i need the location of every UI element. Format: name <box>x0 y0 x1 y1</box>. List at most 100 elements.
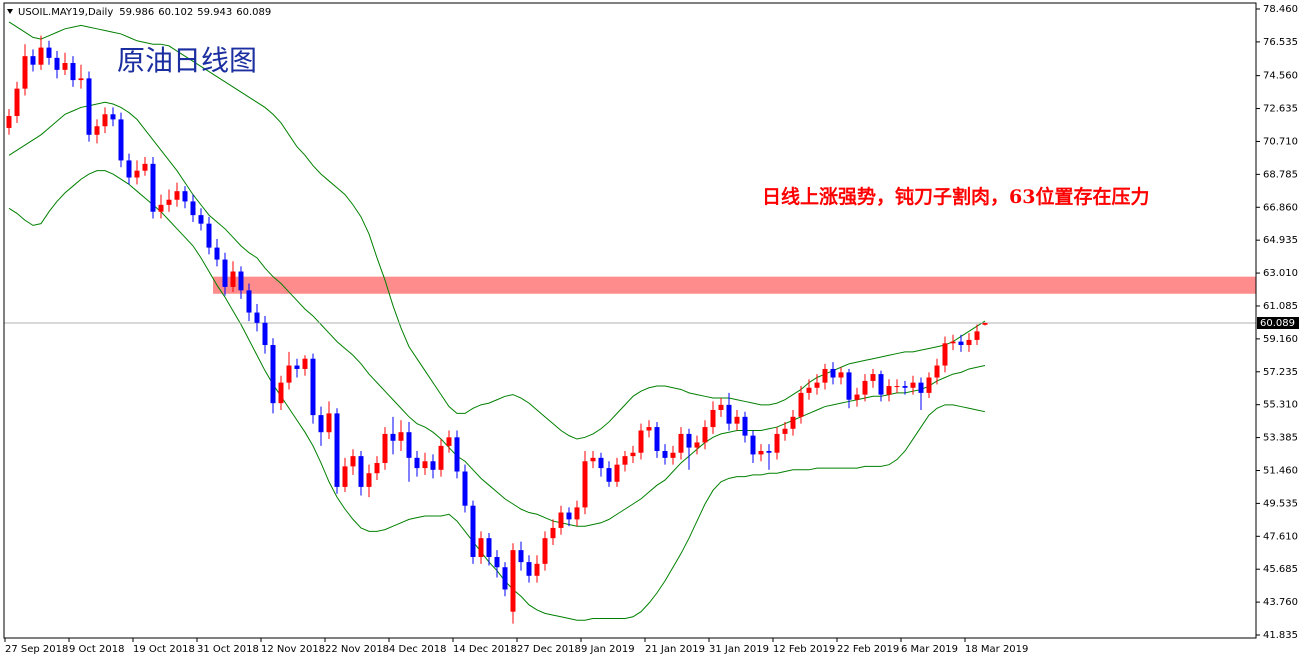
candle-body <box>278 382 284 404</box>
candle-body <box>366 473 372 487</box>
candle-body <box>206 223 212 248</box>
candle-body <box>702 427 708 443</box>
candle-body <box>494 556 500 568</box>
x-tick-label: 14 Dec 2018 <box>453 644 517 655</box>
y-tick-label: 68.785 <box>1263 169 1298 180</box>
candle-body <box>598 457 604 469</box>
candle-body <box>766 451 772 453</box>
x-tick-label: 12 Nov 2018 <box>261 644 325 655</box>
candle-body <box>390 433 396 441</box>
candle-body <box>870 374 876 381</box>
y-tick-label: 70.710 <box>1263 136 1298 147</box>
candle-body <box>966 339 972 346</box>
candle-body <box>166 199 172 205</box>
candle-body <box>742 416 748 436</box>
candle-body <box>758 451 764 455</box>
candle-body <box>558 512 564 528</box>
candle-body <box>670 452 676 458</box>
candle-body <box>54 57 60 70</box>
candle-body <box>438 445 444 470</box>
candle-body <box>134 170 140 178</box>
candle-body <box>718 404 724 410</box>
candle-body <box>638 430 644 453</box>
candle-body <box>398 432 404 441</box>
symbol: USOIL.MAY19,Daily <box>18 7 113 18</box>
x-tick-label: 19 Oct 2018 <box>133 644 195 655</box>
chart-title: 原油日线图 <box>117 44 257 77</box>
candle-body <box>142 163 148 171</box>
candle-body <box>526 562 532 576</box>
candle-body <box>374 462 380 474</box>
candle-body <box>902 386 908 388</box>
y-tick-label: 66.860 <box>1263 202 1298 213</box>
candle-body <box>150 163 156 212</box>
candle-body <box>110 114 116 120</box>
candle-body <box>654 427 660 452</box>
price-tag-label: 60.089 <box>1260 318 1295 329</box>
candle-body <box>942 343 948 366</box>
candle-body <box>878 374 884 395</box>
candle-body <box>662 451 668 458</box>
candle-body <box>222 259 228 287</box>
candle-body <box>246 290 252 313</box>
x-tick-label: 4 Dec 2018 <box>389 644 447 655</box>
candle-body <box>838 372 844 378</box>
candle-body <box>630 452 636 457</box>
candle-body <box>158 204 164 212</box>
header-low: 59.943 <box>197 7 232 18</box>
candle-body <box>22 56 28 89</box>
candle-body <box>382 433 388 463</box>
candle-body <box>750 435 756 455</box>
header: USOIL.MAY19,Daily 59.986 60.102 59.943 60.08… <box>18 7 271 18</box>
candle-body <box>94 126 100 135</box>
candle-body <box>582 461 588 508</box>
candle-body <box>334 413 340 487</box>
candle-body <box>894 386 900 388</box>
candle-body <box>934 365 940 378</box>
candle-body <box>814 382 820 388</box>
candle-body <box>974 331 980 340</box>
y-tick-label: 74.560 <box>1263 71 1298 82</box>
candle-body <box>126 160 132 178</box>
candle-body <box>102 114 108 127</box>
candle-body <box>958 341 964 346</box>
resistance-zone <box>213 276 1256 294</box>
header-close: 60.089 <box>236 7 271 18</box>
candle-body <box>726 404 732 424</box>
candle-body <box>486 538 492 557</box>
y-tick-label: 64.935 <box>1263 235 1298 246</box>
y-tick-label: 78.460 <box>1263 4 1298 15</box>
candle-body <box>822 368 828 383</box>
candle-body <box>62 62 68 70</box>
candle-body <box>46 47 52 58</box>
candle-body <box>782 428 788 434</box>
candle-body <box>350 456 356 467</box>
candle-body <box>358 456 364 487</box>
candle-body <box>862 380 868 395</box>
candle-body <box>886 386 892 395</box>
y-tick-label: 59.160 <box>1263 334 1298 345</box>
y-tick-label: 57.235 <box>1263 367 1298 378</box>
candle-body <box>614 464 620 482</box>
x-tick-label: 12 Feb 2019 <box>773 644 835 655</box>
y-tick-label: 55.310 <box>1263 400 1298 411</box>
x-tick-label: 6 Mar 2019 <box>901 644 958 655</box>
band-middle <box>8 101 986 527</box>
candle-body <box>14 88 20 116</box>
y-tick-label: 53.385 <box>1263 433 1298 444</box>
candle-body <box>510 550 516 612</box>
candle-body <box>414 457 420 469</box>
x-tick-label: 21 Jan 2019 <box>645 644 705 655</box>
candle-body <box>790 416 796 429</box>
candle-body <box>854 394 860 400</box>
candle-body <box>950 341 956 344</box>
candle-body <box>694 442 700 448</box>
candle-body <box>798 392 804 417</box>
y-tick-label: 43.760 <box>1263 597 1298 608</box>
candle-body <box>174 191 180 200</box>
candle-body <box>566 512 572 520</box>
candle-body <box>590 457 596 462</box>
x-tick-label: 27 Sep 2018 <box>5 644 68 655</box>
plot-frame <box>3 2 1257 639</box>
candle-body <box>542 538 548 564</box>
